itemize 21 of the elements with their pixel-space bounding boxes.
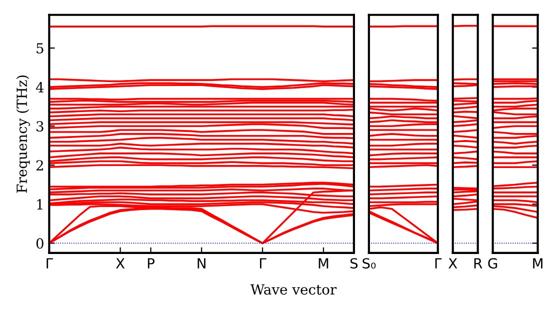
y-tick-label: 3: [36, 121, 44, 132]
x-tick-label: S₀: [362, 258, 376, 269]
y-tick-label: 0: [36, 238, 44, 249]
x-tick-label: R: [474, 258, 482, 268]
x-tick-label: X: [116, 258, 125, 268]
x-tick-label: Γ: [46, 258, 53, 268]
x-tick-label: X: [448, 258, 458, 268]
y-tick-label: 5: [36, 43, 44, 54]
x-tick-label: N: [198, 258, 206, 268]
y-tick-label: 4: [36, 82, 44, 92]
x-tick-label: Γ: [435, 258, 442, 268]
x-tick-label: M: [318, 258, 328, 268]
x-tick-label: S: [350, 258, 358, 269]
y-tick-label: 1: [37, 199, 42, 210]
x-tick-label: P: [148, 258, 154, 268]
x-tick-label: G: [488, 258, 498, 269]
y-axis-title: Frequency (THz): [16, 75, 30, 193]
x-tick-label: M: [533, 258, 542, 268]
y-tick-label: 2: [36, 160, 43, 170]
x-tick-label: Γ: [260, 258, 266, 268]
x-axis-title: Wave vector: [250, 284, 337, 295]
